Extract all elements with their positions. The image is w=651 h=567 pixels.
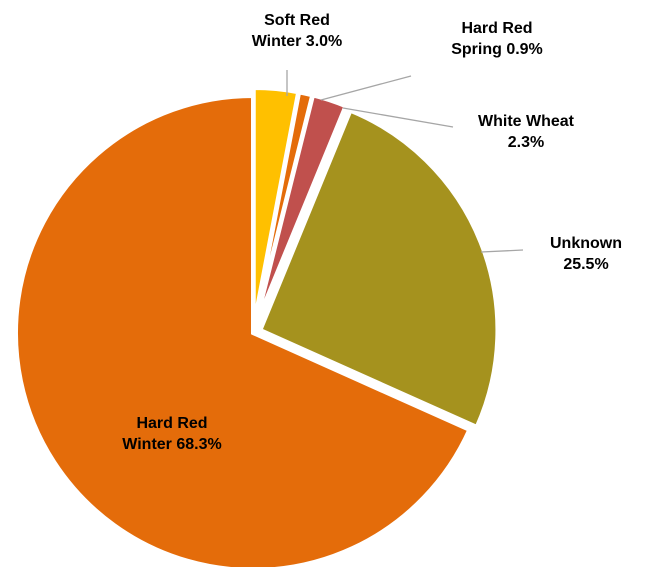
leader-line-hard-red-spring — [320, 75, 412, 101]
slice-label-white-wheat: White Wheat 2.3% — [478, 113, 575, 151]
slice-labels: Hard Red Winter 68.3% Soft Red Winter 3.0% H… — [122, 12, 622, 453]
slice-label-hard-red-spring: Hard Red Spring 0.9% — [451, 20, 543, 58]
slice-label-soft-red-winter: Soft Red Winter 3.0% — [252, 12, 343, 50]
pie-slice-hard-red-winter — [14, 93, 472, 567]
leader-line-white-wheat — [342, 107, 454, 128]
pie-slice-unknown — [257, 108, 500, 430]
pie-slices — [14, 86, 500, 567]
slice-label-hard-red-winter: Hard Red Winter 68.3% — [122, 415, 221, 453]
leader-lines — [286, 70, 524, 253]
slice-label-unknown: Unknown 25.5% — [550, 235, 622, 273]
pie-slice-white-wheat — [253, 93, 349, 327]
leader-line-unknown — [480, 249, 524, 253]
